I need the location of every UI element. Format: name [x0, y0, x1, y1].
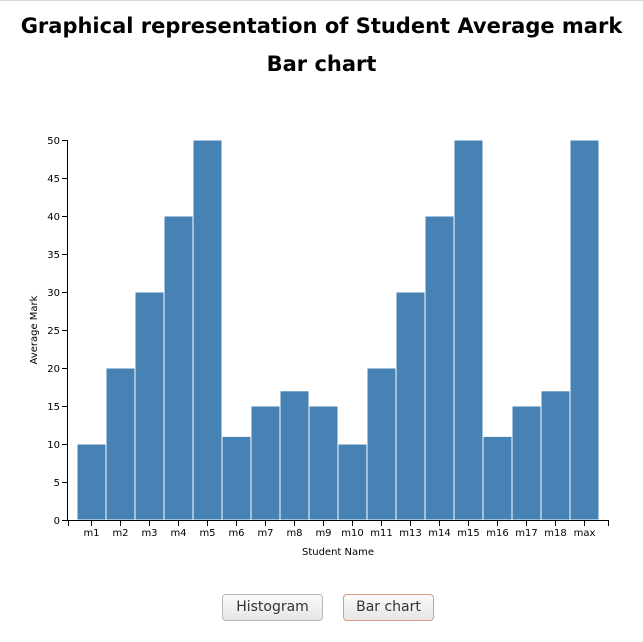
- bar-m7: [250, 405, 281, 521]
- bar-m11: [366, 367, 397, 521]
- y-tick-label: 5: [54, 478, 60, 489]
- x-tick-label: max: [574, 528, 596, 539]
- bar-m16: [482, 435, 513, 521]
- x-tick-label: m3: [141, 528, 157, 539]
- x-tick-label: m14: [428, 528, 450, 539]
- y-tick-label: 45: [47, 174, 60, 185]
- y-axis-label: Average Mark: [29, 295, 40, 364]
- x-tick-label: m11: [370, 528, 392, 539]
- bars-group: [76, 139, 600, 521]
- x-tick-label: m6: [228, 528, 244, 539]
- bar-m10: [337, 443, 368, 521]
- bar-max: [569, 139, 600, 521]
- top-divider: [0, 0, 643, 1]
- x-axis-label: Student Name: [302, 547, 374, 558]
- bar-m9: [308, 405, 339, 521]
- x-tick-label: m2: [112, 528, 128, 539]
- y-axis: 0 5 10 15 20 25 30 35 40 45 50: [47, 136, 68, 527]
- y-tick-label: 40: [47, 212, 60, 223]
- x-axis: m1 m2 m3 m4 m5 m6 m7 m8 m9 m10 m11 m13 m14 m15 m16 m17 m…: [68, 520, 609, 539]
- x-tick-label: m18: [544, 528, 566, 539]
- y-tick-label: 50: [47, 136, 60, 147]
- x-tick-label: m5: [199, 528, 215, 539]
- histogram-button[interactable]: Histogram: [222, 594, 323, 621]
- y-tick-label: 20: [47, 364, 60, 375]
- x-tick-label: m4: [170, 528, 186, 539]
- x-tick-label: m17: [515, 528, 537, 539]
- y-tick-label: 35: [47, 250, 60, 261]
- y-tick-label: 10: [47, 440, 60, 451]
- bar-m13: [395, 291, 426, 521]
- x-tick-label: m13: [399, 528, 421, 539]
- x-tick-label: m10: [341, 528, 363, 539]
- x-tick-label: m15: [457, 528, 479, 539]
- chart-type-title: Bar chart: [266, 52, 377, 76]
- bar-m14: [424, 215, 455, 521]
- bar-m15: [453, 139, 484, 521]
- bar-m4: [163, 215, 194, 521]
- x-tick-label: m16: [486, 528, 508, 539]
- y-tick-label: 15: [47, 402, 60, 413]
- bar-m1: [76, 443, 107, 521]
- bar-m6: [221, 435, 252, 521]
- y-tick-label: 30: [47, 288, 60, 299]
- bar-m8: [279, 390, 310, 521]
- bar-m18: [540, 390, 571, 521]
- x-tick-label: m1: [83, 528, 99, 539]
- x-tick-label: m9: [315, 528, 331, 539]
- bar-m2: [105, 367, 136, 521]
- x-tick-label: m8: [286, 528, 302, 539]
- page-title: Graphical representation of Student Aver…: [20, 14, 623, 38]
- bar-chart-button[interactable]: Bar chart: [343, 594, 434, 621]
- x-tick-label: m7: [257, 528, 273, 539]
- bar-m3: [134, 291, 165, 521]
- y-tick-label: 0: [54, 516, 60, 527]
- bar-m5: [192, 139, 223, 521]
- y-tick-label: 25: [47, 326, 60, 337]
- bar-m17: [511, 405, 542, 521]
